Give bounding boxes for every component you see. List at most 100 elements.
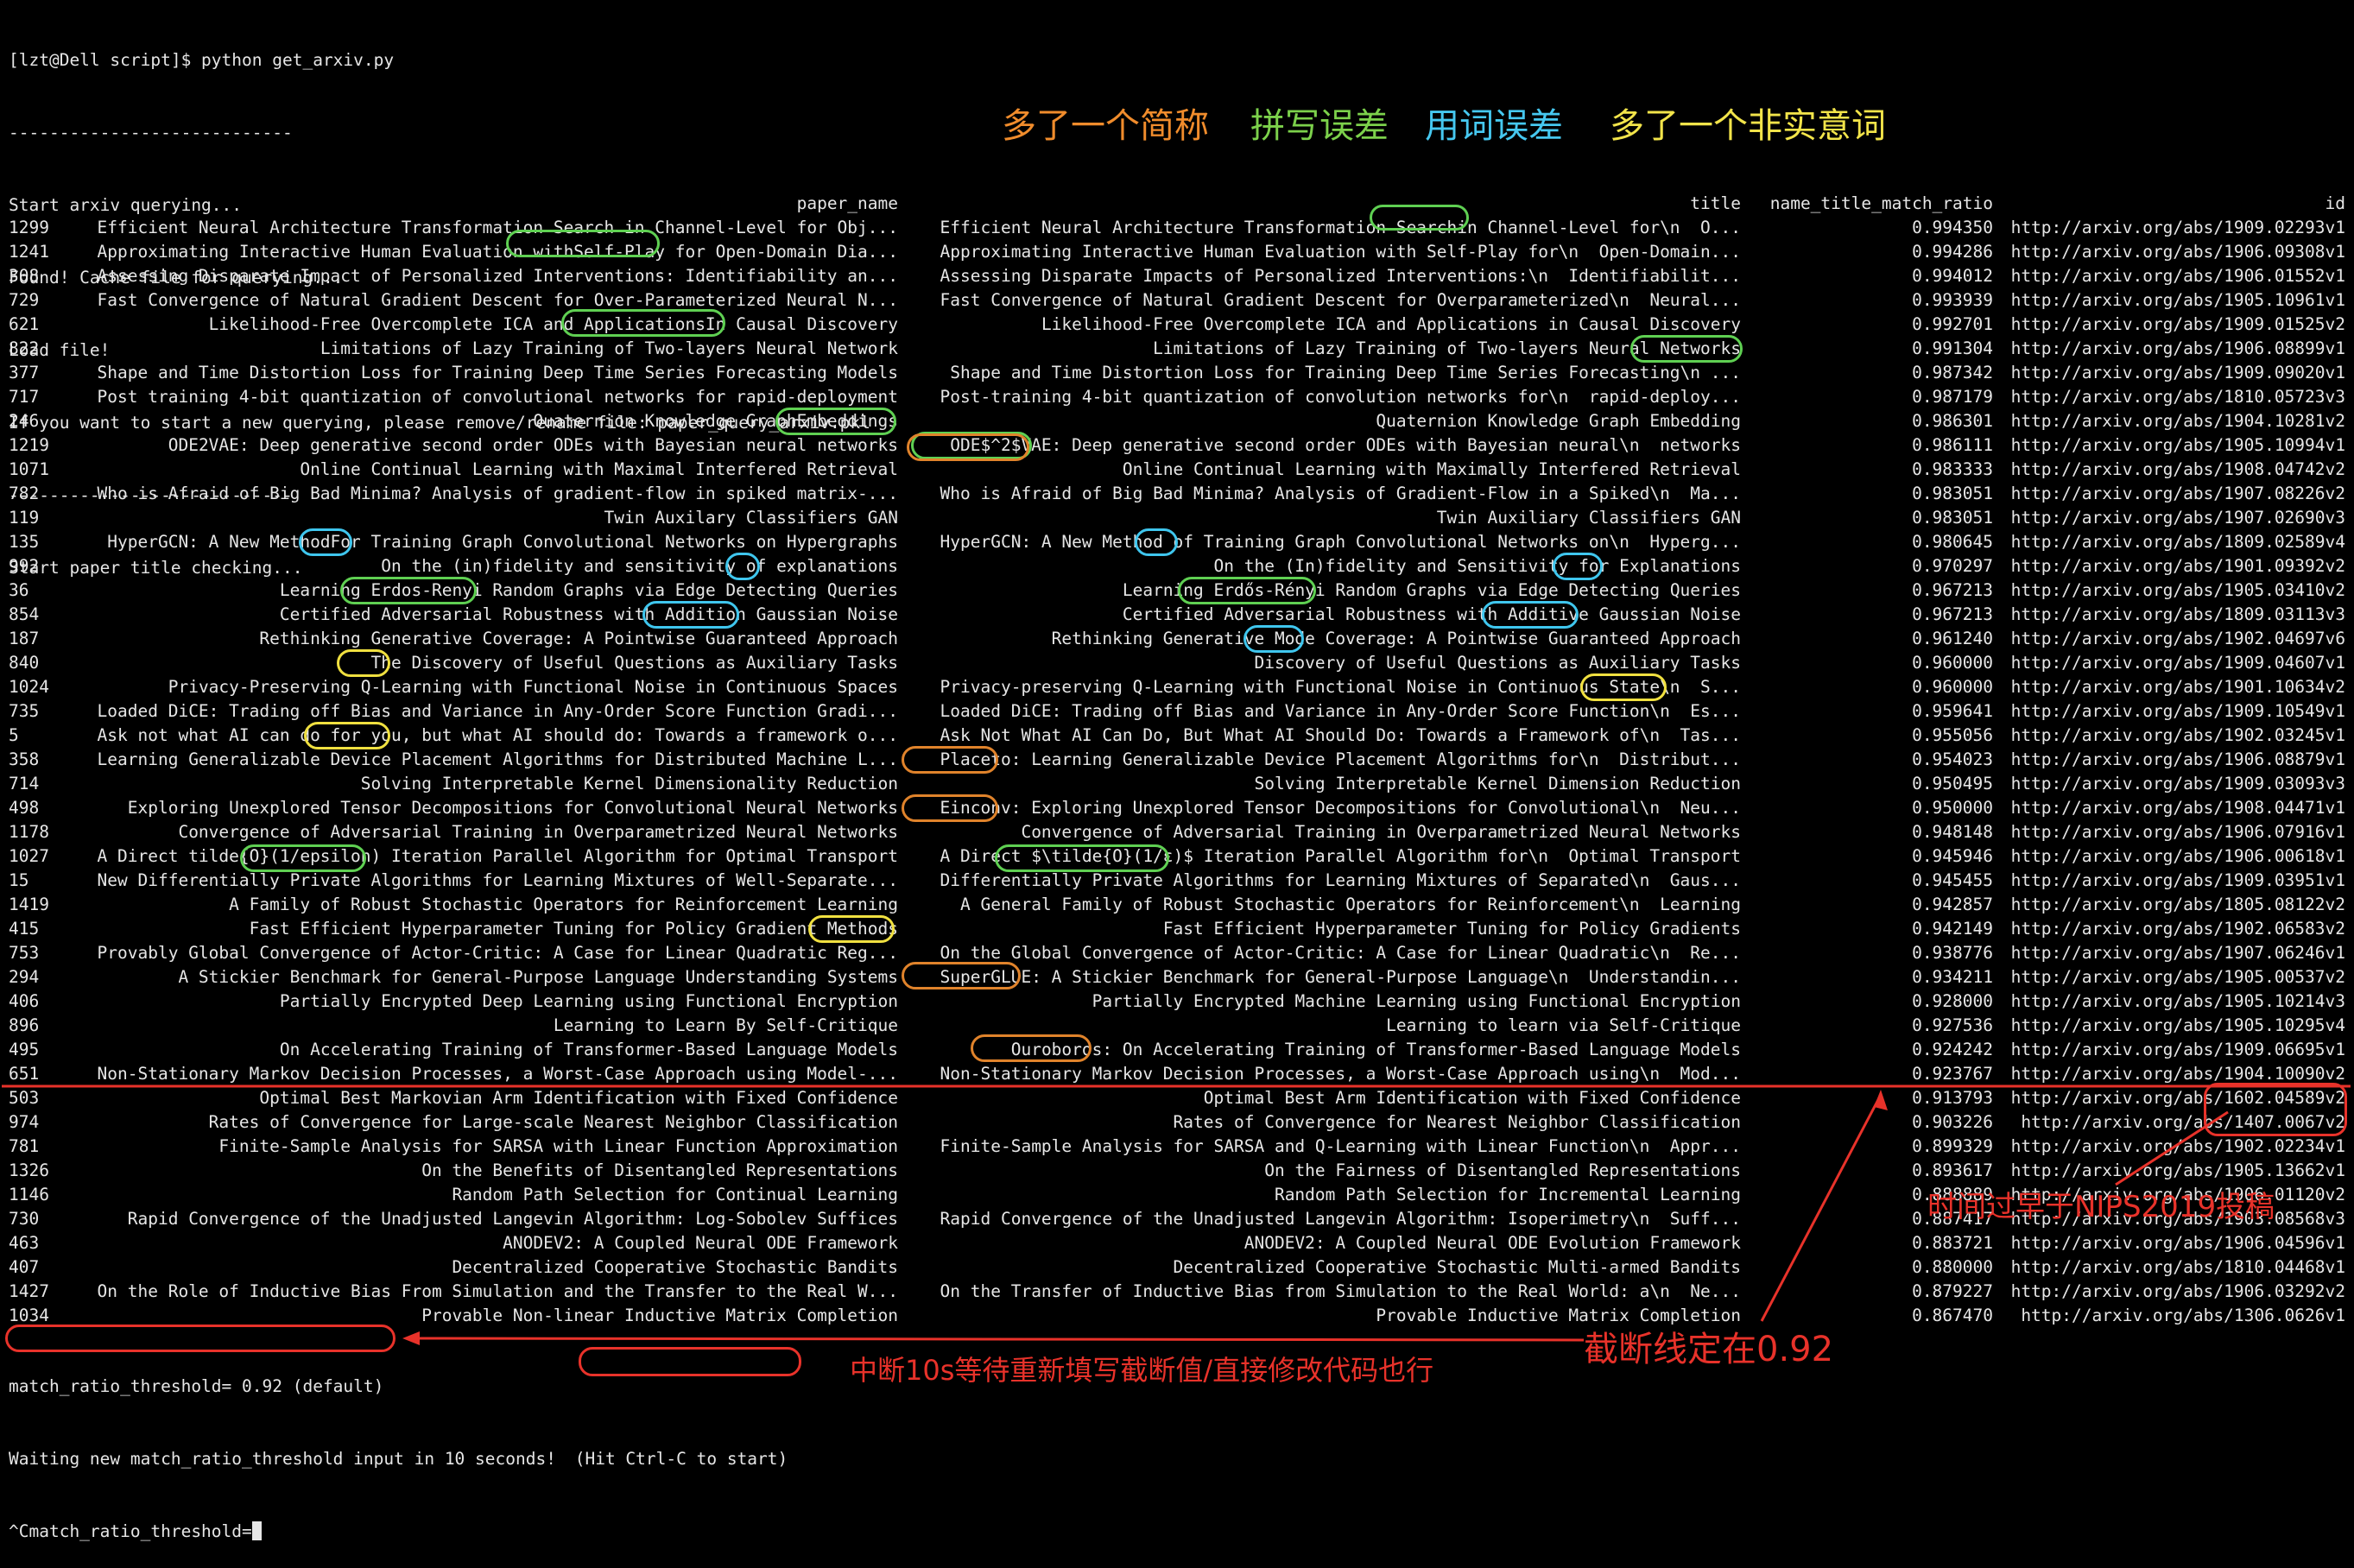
terminal-line: [lzt@Dell script]$ python get_arxiv.py	[9, 50, 395, 70]
highlight-abbrev	[902, 962, 1021, 989]
terminal-line: Load file!	[9, 340, 111, 360]
title-cell: Non-Stationary Markov Decision Processes…	[940, 1064, 1741, 1084]
legend-wording-error: 用词误差	[1425, 106, 1563, 146]
table-row: 729 Fast Convergence of Natural Gradient …	[9, 288, 2345, 313]
terminal-line: ----------------------------	[9, 485, 293, 505]
title-cell: Online Continual Learning with Maximally…	[1122, 459, 1741, 479]
ratio-cell: 0.934211	[1912, 967, 1993, 987]
row-index: 1419	[9, 895, 49, 914]
prompt-line[interactable]: ^Cmatch_ratio_threshold=	[9, 1520, 2349, 1544]
row-index: 415	[9, 919, 40, 939]
terminal-line: Start paper title checking...	[9, 558, 303, 578]
highlight-wording	[725, 553, 760, 580]
id-cell: http://arxiv.org/abs/1901.09392v2	[2010, 556, 2345, 576]
threshold-arrowhead	[402, 1331, 420, 1345]
title-cell: Approximating Interactive Human Evaluati…	[940, 242, 1741, 262]
id-cell: http://arxiv.org/abs/1809.03113v3	[2010, 604, 2345, 624]
row-index: 119	[9, 508, 40, 528]
highlight-abbrev	[971, 1034, 1092, 1062]
title-cell: Twin Auxiliary Classifiers GAN	[1436, 508, 1741, 528]
paper-name-cell: Who is Afraid of Big Bad Minima? Analysi…	[97, 484, 898, 503]
title-cell: Placeto: Learning Generalizable Device P…	[940, 749, 1741, 769]
annotation-lines	[2, 1084, 2351, 1345]
table-row: 1034 Provable Non-linear Inductive Matrix…	[9, 1304, 2345, 1328]
table-row: 5 Ask not what AI can do for you, but wha…	[9, 724, 2345, 748]
table-row: 1024 Privacy-Preserving Q-Learning with F…	[9, 675, 2345, 699]
table-row: 717 Post training 4-bit quantization of c…	[9, 385, 2345, 409]
paper-name-cell: Twin Auxilary Classifiers GAN	[604, 508, 898, 528]
legend-extra-meaningless: 多了一个非实意词	[1610, 106, 1886, 146]
highlight-meaningless	[337, 649, 390, 677]
highlight-abbrev	[902, 746, 998, 774]
id-cell: http://arxiv.org/abs/1902.04697v6	[2010, 629, 2345, 648]
row-index: 495	[9, 1040, 40, 1059]
ratio-cell: 0.867470	[1912, 1306, 1993, 1325]
highlight-abbrev	[907, 433, 1029, 461]
title-cell: On the Transfer of Inductive Bias from S…	[940, 1281, 1741, 1301]
row-index: 1034	[9, 1306, 49, 1325]
row-index: 651	[9, 1064, 40, 1084]
id-cell: http://arxiv.org/abs/1905.00537v2	[2010, 967, 2345, 987]
row-index: 407	[9, 1257, 40, 1277]
paper-name-cell: Privacy-Preserving Q-Learning with Funct…	[168, 677, 898, 697]
ratio-cell: 0.928000	[1912, 991, 1993, 1011]
title-cell: Rates of Convergence for Nearest Neighbo…	[1173, 1112, 1741, 1132]
paper-name-cell: A Stickier Benchmark for General-Purpose…	[178, 967, 898, 987]
terminal-line: ----------------------------	[9, 123, 293, 142]
ratio-cell: 0.961240	[1912, 629, 1993, 648]
ratio-cell: 0.927536	[1912, 1015, 1993, 1035]
paper-name-cell: On the Role of Inductive Bias From Simul…	[97, 1281, 898, 1301]
paper-name-cell: Fast Convergence of Natural Gradient Des…	[97, 290, 898, 310]
title-cell: A General Family of Robust Stochastic Op…	[960, 895, 1741, 914]
table-row: 1427 On the Role of Inductive Bias From S…	[9, 1280, 2345, 1304]
table-body: 1299 Efficient Neural Architecture Transf…	[9, 216, 2345, 1328]
paper-name-cell: Convergence of Adversarial Training in O…	[178, 822, 898, 842]
ratio-cell: 0.983051	[1912, 508, 1993, 528]
paper-name-cell: HyperGCN: A New MethodFor Training Graph…	[107, 532, 898, 552]
highlight-spelling	[995, 844, 1169, 872]
table-row: 406 Partially Encrypted Deep Learning usi…	[9, 989, 2345, 1014]
row-index: 503	[9, 1088, 40, 1108]
waiting-line: Waiting new match_ratio_threshold input …	[9, 1447, 2349, 1471]
title-cell: Fast Efficient Hyperparameter Tuning for…	[1162, 919, 1741, 939]
ratio-cell: 0.992701	[1912, 314, 1993, 334]
title-cell: On the (In)fidelity and Sensitivity for …	[1213, 556, 1741, 576]
ratio-cell: 0.967213	[1912, 604, 1993, 624]
row-index: 753	[9, 943, 40, 963]
waiting-text: Waiting new match_ratio_threshold input …	[9, 1449, 556, 1469]
paper-name-cell: Learning to Learn By Self-Critique	[553, 1015, 898, 1035]
id-cell: http://arxiv.org/abs/1805.08122v2	[2010, 895, 2345, 914]
paper-name-cell: Post training 4-bit quantization of conv…	[97, 387, 898, 407]
title-cell: Optimal Best Arm Identification with Fix…	[1203, 1088, 1741, 1108]
annotation-time-note: 时间过早于NIPS2019投稿	[1927, 1190, 2275, 1224]
terminal-window[interactable]: [lzt@Dell script]$ python get_arxiv.py -…	[9, 0, 2349, 1402]
table-row: 730 Rapid Convergence of the Unadjusted L…	[9, 1207, 2345, 1231]
paper-name-cell: Random Path Selection for Continual Lear…	[452, 1185, 898, 1204]
ratio-cell: 0.923767	[1912, 1064, 1993, 1084]
title-cell: Privacy-preserving Q-Learning with Funct…	[940, 677, 1741, 697]
ratio-cell: 0.938776	[1912, 943, 1993, 963]
highlight-threshold	[5, 1325, 395, 1352]
table-row: 651 Non-Stationary Markov Decision Proces…	[9, 1062, 2345, 1086]
ratio-cell: 0.955056	[1912, 725, 1993, 745]
paper-name-cell: Shape and Time Distortion Loss for Train…	[97, 363, 898, 383]
ratio-cell: 0.883721	[1912, 1233, 1993, 1253]
id-cell: http://arxiv.org/abs/1909.04607v1	[2010, 653, 2345, 673]
row-index: 840	[9, 653, 40, 673]
paper-name-cell: Provable Non-linear Inductive Matrix Com…	[421, 1306, 898, 1325]
row-index: 730	[9, 1209, 40, 1229]
id-cell: http://arxiv.org/abs/1909.02293v1	[2010, 218, 2345, 237]
table-row: 1071 Online Continual Learning with Maxim…	[9, 458, 2345, 482]
row-index: 15	[9, 870, 29, 890]
table-row: 992 On the (in)fidelity and sensitivity o…	[9, 554, 2345, 579]
title-cell: Assessing Disparate Impacts of Personali…	[940, 266, 1741, 286]
table-row: 621 Likelihood-Free Overcomplete ICA and …	[9, 313, 2345, 337]
paper-name-cell: Provably Global Convergence of Actor-Cri…	[97, 943, 898, 963]
paper-name-cell: On Accelerating Training of Transformer-…	[279, 1040, 898, 1059]
row-index: 781	[9, 1136, 40, 1156]
paper-name-cell: ANODEV2: A Coupled Neural ODE Framework	[503, 1233, 898, 1253]
ctrl-c-hint: (Hit Ctrl-C to start)	[574, 1449, 788, 1469]
table-row: 15 New Differentially Private Algorithms …	[9, 869, 2345, 893]
row-index: 358	[9, 749, 40, 769]
table-row: 119 Twin Auxilary Classifiers GAN Twin Aux…	[9, 506, 2345, 530]
